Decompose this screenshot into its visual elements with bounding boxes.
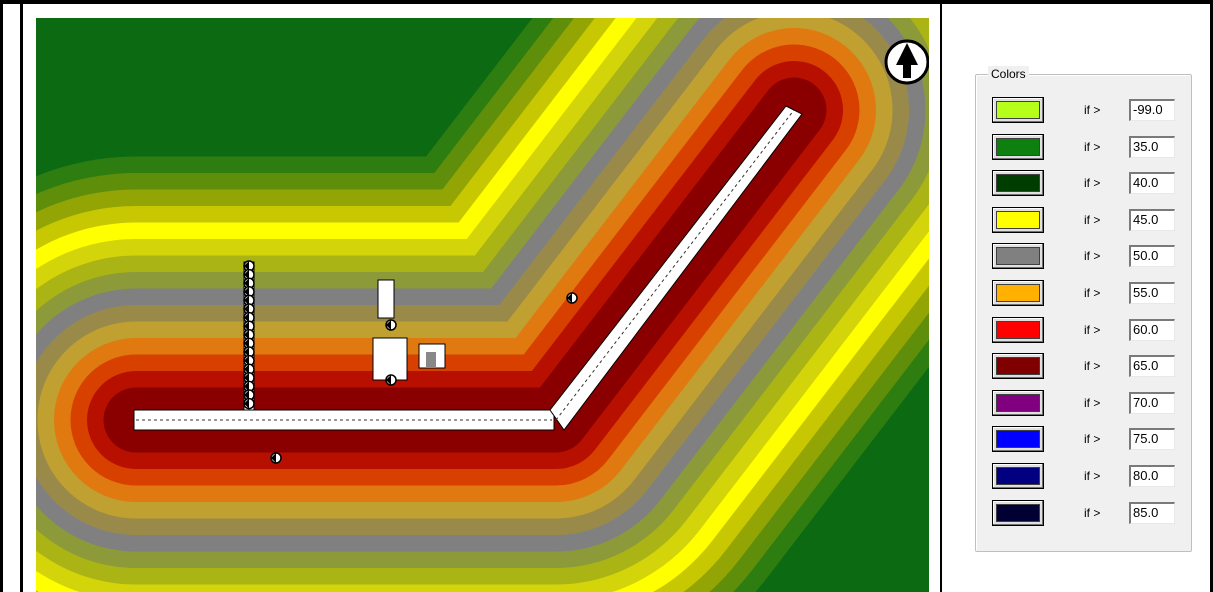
color-row: if > 55.0	[992, 278, 1182, 310]
receiver-point-mark	[244, 312, 249, 323]
threshold-input[interactable]: 45.0	[1129, 208, 1175, 231]
color-swatch-button[interactable]	[992, 316, 1044, 343]
building-1[interactable]	[377, 279, 395, 319]
threshold-input[interactable]: 50.0	[1129, 245, 1175, 268]
frame-top-border	[0, 0, 1213, 4]
color-row: if > 80.0	[992, 461, 1182, 493]
receiver-point-mark	[567, 293, 572, 303]
receiver-point-mark	[271, 453, 276, 463]
color-row: if > 40.0	[992, 168, 1182, 200]
threshold-input[interactable]: 75.0	[1129, 428, 1175, 451]
contour-canvas	[36, 18, 929, 592]
colors-group-title: Colors	[988, 66, 1029, 82]
color-swatch-button[interactable]	[992, 206, 1044, 233]
road-segment-diagonal[interactable]	[549, 105, 803, 431]
color-row: if > 65.0	[992, 351, 1182, 383]
threshold-input[interactable]: 55.0	[1129, 282, 1175, 304]
receiver-point-mark	[244, 295, 249, 306]
receiver-point-mark	[244, 347, 249, 357]
color-row: if > 70.0	[992, 388, 1182, 420]
receiver-point-mark	[244, 364, 249, 375]
if-greater-label: if >	[1084, 395, 1101, 410]
receiver-point-mark	[244, 398, 249, 409]
if-greater-label: if >	[1084, 432, 1101, 447]
color-swatch-button[interactable]	[992, 243, 1044, 270]
frame-inner-border	[20, 0, 23, 592]
color-swatch-button[interactable]	[992, 97, 1044, 123]
receiver-point-mark	[244, 269, 249, 280]
color-row: if > 75.0	[992, 424, 1182, 456]
color-swatch-button[interactable]	[992, 499, 1044, 526]
if-greater-label: if >	[1084, 103, 1101, 117]
frame-divider	[940, 0, 942, 592]
color-swatch-button[interactable]	[992, 133, 1044, 160]
receiver-point-mark	[244, 381, 249, 392]
color-row: if > 35.0	[992, 132, 1182, 164]
color-swatch-fill	[996, 467, 1040, 485]
receiver-points	[243, 260, 578, 464]
if-greater-label: if >	[1084, 286, 1101, 300]
if-greater-label: if >	[1084, 249, 1101, 264]
contour-bands	[36, 18, 929, 592]
color-swatch-fill	[996, 357, 1040, 376]
color-row: if > 45.0	[992, 205, 1182, 237]
receiver-point-mark	[386, 375, 391, 385]
threshold-input[interactable]: 35.0	[1129, 135, 1175, 158]
color-swatch-button[interactable]	[992, 280, 1044, 306]
color-row: if > 50.0	[992, 241, 1182, 273]
threshold-input[interactable]: 60.0	[1129, 318, 1175, 341]
threshold-input[interactable]: 85.0	[1129, 501, 1175, 524]
if-greater-label: if >	[1084, 139, 1101, 154]
receiver-point-mark	[244, 355, 249, 366]
receiver-point-mark	[244, 286, 249, 297]
noise-contour-map[interactable]	[36, 18, 929, 592]
if-greater-label: if >	[1084, 322, 1101, 337]
road-segment-horizontal[interactable]	[133, 409, 555, 431]
color-swatch-fill	[996, 503, 1040, 522]
color-swatch-fill	[996, 393, 1040, 412]
color-swatch-fill	[996, 284, 1040, 302]
receiver-point-mark	[244, 304, 249, 314]
if-greater-label: if >	[1084, 212, 1101, 227]
if-greater-label: if >	[1084, 359, 1101, 374]
receiver-point-mark	[244, 278, 249, 289]
north-arrow-icon	[884, 39, 929, 85]
color-swatch-fill	[996, 320, 1040, 339]
color-swatch-fill	[996, 137, 1040, 156]
color-swatch-button[interactable]	[992, 170, 1044, 197]
color-swatch-button[interactable]	[992, 463, 1044, 489]
receiver-point-mark	[244, 329, 249, 340]
color-swatch-button[interactable]	[992, 389, 1044, 416]
colors-groupbox: Colors if > -99.0 if > 35.0 if > 40.0 if > 45.0…	[975, 66, 1192, 552]
receiver-point-mark	[244, 390, 249, 400]
color-row: if > -99.0	[992, 95, 1182, 127]
receiver-point-mark	[244, 338, 249, 349]
building-3-door	[426, 352, 436, 368]
threshold-input[interactable]: -99.0	[1129, 99, 1175, 121]
threshold-input[interactable]: 80.0	[1129, 465, 1175, 487]
color-swatch-button[interactable]	[992, 353, 1044, 380]
threshold-input[interactable]: 65.0	[1129, 355, 1175, 378]
receiver-point-mark	[244, 372, 249, 383]
color-row: if > 85.0	[992, 498, 1182, 530]
color-swatch-fill	[996, 247, 1040, 266]
building-2[interactable]	[372, 337, 408, 381]
frame-left-border	[0, 0, 3, 592]
color-swatch-fill	[996, 210, 1040, 229]
receiver-point-mark	[244, 261, 249, 271]
if-greater-label: if >	[1084, 505, 1101, 520]
frame-right-border	[1210, 0, 1213, 592]
color-row: if > 60.0	[992, 315, 1182, 347]
color-swatch-button[interactable]	[992, 426, 1044, 453]
if-greater-label: if >	[1084, 469, 1101, 483]
threshold-input[interactable]: 70.0	[1129, 391, 1175, 414]
if-greater-label: if >	[1084, 176, 1101, 191]
color-swatch-fill	[996, 430, 1040, 449]
color-swatch-fill	[996, 174, 1040, 193]
color-swatch-fill	[996, 101, 1040, 119]
receiver-point-mark	[244, 321, 249, 332]
threshold-input[interactable]: 40.0	[1129, 172, 1175, 195]
road-centerline-diagonal	[555, 109, 795, 421]
receiver-point-mark	[386, 320, 391, 330]
